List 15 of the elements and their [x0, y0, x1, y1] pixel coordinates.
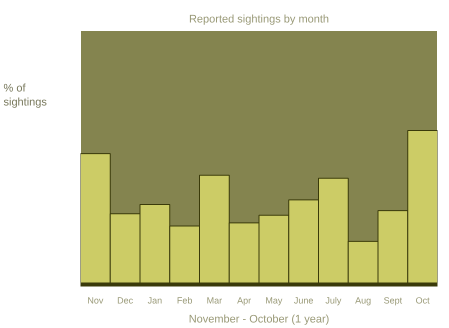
- x-tick-label: Apr: [237, 296, 252, 306]
- y-axis-title: % of sightings: [4, 82, 48, 108]
- x-tick-label: Feb: [176, 296, 192, 306]
- x-tick-label: Dec: [117, 296, 134, 306]
- x-tick-label: Mar: [206, 296, 222, 306]
- x-tick-label: Aug: [355, 296, 372, 306]
- x-axis-title: November - October (1 year): [188, 314, 330, 326]
- x-tick-label: July: [325, 296, 342, 306]
- x-tick-label: June: [294, 296, 314, 306]
- chart-title: Reported sightings by month: [188, 14, 330, 26]
- x-tick-label: Sept: [384, 296, 403, 306]
- x-tick-label: Oct: [416, 296, 430, 306]
- x-tick-label: Nov: [87, 296, 104, 306]
- x-tick-label: Jan: [148, 296, 162, 306]
- x-tick-label: May: [265, 296, 283, 306]
